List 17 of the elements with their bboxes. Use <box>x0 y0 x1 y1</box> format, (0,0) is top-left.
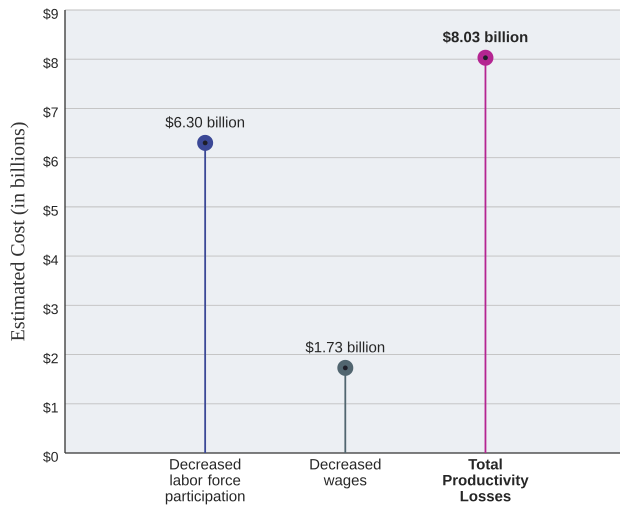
x-tick-label: Decreased wages <box>310 458 380 488</box>
x-tick-label: Total Productivity Losses <box>443 458 529 502</box>
y-tick-label: $0 <box>43 451 58 463</box>
data-label: $6.30 billion <box>165 116 244 128</box>
y-tick-label: $3 <box>43 304 58 315</box>
data-label: $8.03 billion <box>442 31 528 44</box>
y-tick-label: $8 <box>43 58 58 69</box>
y-tick-label: $7 <box>43 106 58 118</box>
y-tick-label: $2 <box>43 352 58 364</box>
y-axis-title: Estimated Cost (in billions) <box>10 122 29 341</box>
y-tick-label: $4 <box>43 254 58 266</box>
x-tick-label: Decreased labor force participation <box>166 458 244 504</box>
y-tick-label: $6 <box>43 156 58 168</box>
data-label: $1.73 billion <box>306 341 384 354</box>
y-tick-label: $9 <box>43 8 58 20</box>
y-tick-label: $1 <box>43 402 58 414</box>
y-tick-label: $5 <box>43 205 58 217</box>
